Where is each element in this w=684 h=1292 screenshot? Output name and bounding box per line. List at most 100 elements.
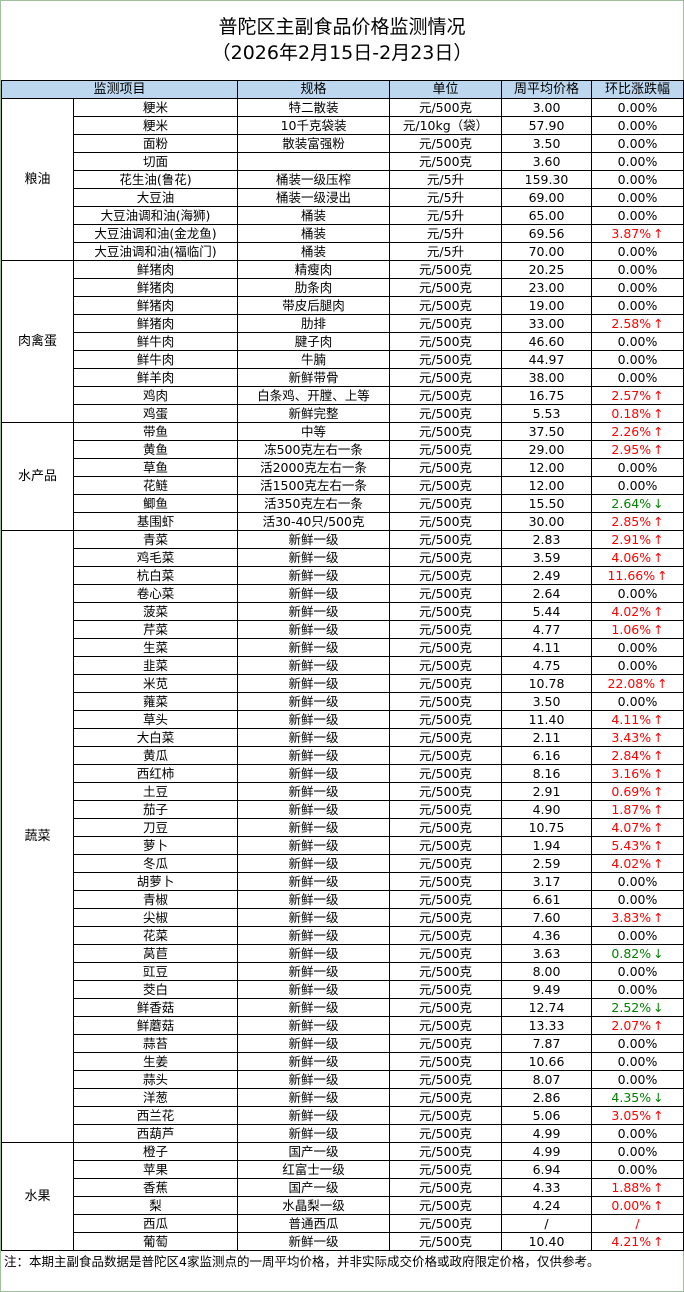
- change-value: 22.08%: [607, 675, 656, 691]
- change-value: 0.00%: [617, 1035, 658, 1051]
- table-row: 水果 橙子 国产一级 元/500克 4.99 0.00%: [1, 1142, 684, 1251]
- category-cell: 蔬菜: [1, 530, 74, 1143]
- item-name-cell: 大豆油调和油(海狮): [72, 206, 239, 225]
- avg-price-cell: 2.59: [501, 854, 593, 873]
- avg-price-cell: 15.50: [501, 494, 593, 513]
- table-row: 生姜 新鲜一级 元/500克 10.66 0.00%: [2, 1052, 684, 1071]
- table-row: 基围虾 活30-40只/500克 元/500克 30.00 2.85% ↑: [2, 512, 684, 531]
- avg-price-cell: 4.75: [501, 656, 593, 675]
- unit-cell: 元/5升: [389, 224, 503, 243]
- avg-price-cell: 4.99: [501, 1124, 593, 1143]
- change-cell: 0.00%: [591, 692, 684, 711]
- spec-cell: 新鲜一级: [237, 1052, 391, 1071]
- change-cell: 0.00%: [591, 152, 684, 171]
- item-name-cell: 基围虾: [72, 512, 239, 531]
- table-row: 切面 元/500克 3.60 0.00%: [2, 152, 684, 171]
- table-row: 鸡毛菜 新鲜一级 元/500克 3.59 4.06% ↑: [2, 548, 684, 567]
- spec-cell: 活350克左右一条: [237, 494, 391, 513]
- change-cell: 2.64% ↓: [591, 494, 684, 513]
- item-name-cell: 粳米: [72, 98, 239, 117]
- spec-cell: 新鲜一级: [237, 674, 391, 693]
- change-cell: 0.00%: [591, 188, 684, 207]
- avg-price-cell: 38.00: [501, 368, 593, 387]
- item-name-cell: 鲜羊肉: [72, 368, 239, 387]
- change-value: 2.91%: [611, 531, 652, 547]
- table-row: 茄子 新鲜一级 元/500克 4.90 1.87% ↑: [2, 800, 684, 819]
- item-name-cell: 杭白菜: [72, 566, 239, 585]
- unit-cell: 元/500克: [389, 1034, 503, 1053]
- item-name-cell: 莴苣: [72, 944, 239, 963]
- spec-cell: 新鲜一级: [237, 548, 391, 567]
- spec-cell: 肋条肉: [237, 278, 391, 297]
- arrow-down-icon: ↓: [653, 999, 664, 1015]
- change-cell: 0.00%: [591, 350, 684, 369]
- spec-cell: 新鲜完整: [237, 404, 391, 423]
- unit-cell: 元/500克: [389, 746, 503, 765]
- avg-price-cell: 3.60: [501, 152, 593, 171]
- unit-cell: 元/500克: [389, 98, 503, 117]
- arrow-down-icon: ↓: [653, 495, 664, 511]
- category-cell: 水果: [1, 1142, 74, 1251]
- table-row: 粮油 粳米 特二散装 元/500克 3.00 0.00%: [1, 98, 684, 261]
- item-name-cell: 大白菜: [72, 728, 239, 747]
- item-name-cell: 带鱼: [72, 422, 239, 441]
- unit-cell: 元/500克: [389, 1214, 503, 1233]
- avg-price-cell: 3.63: [501, 944, 593, 963]
- unit-cell: 元/500克: [389, 962, 503, 981]
- table-row: 大白菜 新鲜一级 元/500克 2.11 3.43% ↑: [2, 728, 684, 747]
- table-header-row: 监测项目 规格 单位 周平均价格 环比涨跌幅: [0, 80, 684, 99]
- change-cell: 0.00%: [591, 638, 684, 657]
- spec-cell: 肋排: [237, 314, 391, 333]
- spec-cell: 新鲜一级: [237, 944, 391, 963]
- item-name-cell: 尖椒: [72, 908, 239, 927]
- avg-price-cell: 8.16: [501, 764, 593, 783]
- unit-cell: 元/500克: [389, 296, 503, 315]
- arrow-up-icon: ↑: [653, 549, 664, 565]
- unit-cell: 元/500克: [389, 1232, 503, 1251]
- change-value: 0.00%: [617, 1053, 658, 1069]
- table-row: 菠菜 新鲜一级 元/500克 5.44 4.02% ↑: [2, 602, 684, 621]
- unit-cell: 元/500克: [389, 1196, 503, 1215]
- item-name-cell: 面粉: [72, 134, 239, 153]
- unit-cell: 元/500克: [389, 926, 503, 945]
- avg-price-cell: 10.66: [501, 1052, 593, 1071]
- unit-cell: 元/500克: [389, 1160, 503, 1179]
- avg-price-cell: 16.75: [501, 386, 593, 405]
- change-value: 0.00%: [617, 1071, 658, 1087]
- change-value: 0.00%: [617, 279, 658, 295]
- avg-price-cell: 8.07: [501, 1070, 593, 1089]
- item-name-cell: 豇豆: [72, 962, 239, 981]
- avg-price-cell: 70.00: [501, 242, 593, 261]
- change-value: 3.83%: [611, 909, 652, 925]
- item-name-cell: 鲜猪肉: [72, 314, 239, 333]
- spec-cell: 水晶梨一级: [237, 1196, 391, 1215]
- change-value: 0.00%: [617, 351, 658, 367]
- change-value: 4.06%: [611, 549, 652, 565]
- unit-cell: 元/5升: [389, 242, 503, 261]
- price-table: 监测项目 规格 单位 周平均价格 环比涨跌幅 粮油 粳米 特二散装 元/500克 3.0…: [0, 80, 684, 1251]
- table-row: 蔬菜 青菜 新鲜一级 元/500克 2.83 2.91% ↑: [1, 530, 684, 1143]
- change-cell: 4.11% ↑: [591, 710, 684, 729]
- table-row: 刀豆 新鲜一级 元/500克 10.75 4.07% ↑: [2, 818, 684, 837]
- change-cell: 2.52% ↓: [591, 998, 684, 1017]
- change-value: 0.00%: [617, 693, 658, 709]
- change-value: 0.18%: [611, 405, 652, 421]
- item-name-cell: 苹果: [72, 1160, 239, 1179]
- item-name-cell: 洋葱: [72, 1088, 239, 1107]
- change-cell: 0.00%: [591, 872, 684, 891]
- change-value: 0.00%: [617, 477, 658, 493]
- avg-price-cell: 29.00: [501, 440, 593, 459]
- avg-price-cell: 10.40: [501, 1232, 593, 1251]
- change-cell: 0.00%: [591, 296, 684, 315]
- avg-price-cell: 4.11: [501, 638, 593, 657]
- change-cell: 0.00%: [591, 260, 684, 279]
- table-row: 莴苣 新鲜一级 元/500克 3.63 0.82% ↓: [2, 944, 684, 963]
- table-row: 肉禽蛋 鲜猪肉 精瘦肉 元/500克 20.25 0.00%: [1, 260, 684, 423]
- change-value: 4.07%: [611, 819, 652, 835]
- item-name-cell: 胡萝卜: [72, 872, 239, 891]
- change-cell: 0.69% ↑: [591, 782, 684, 801]
- item-name-cell: 草头: [72, 710, 239, 729]
- change-cell: 0.00%: [591, 926, 684, 945]
- item-name-cell: 芹菜: [72, 620, 239, 639]
- item-name-cell: 鲜香菇: [72, 998, 239, 1017]
